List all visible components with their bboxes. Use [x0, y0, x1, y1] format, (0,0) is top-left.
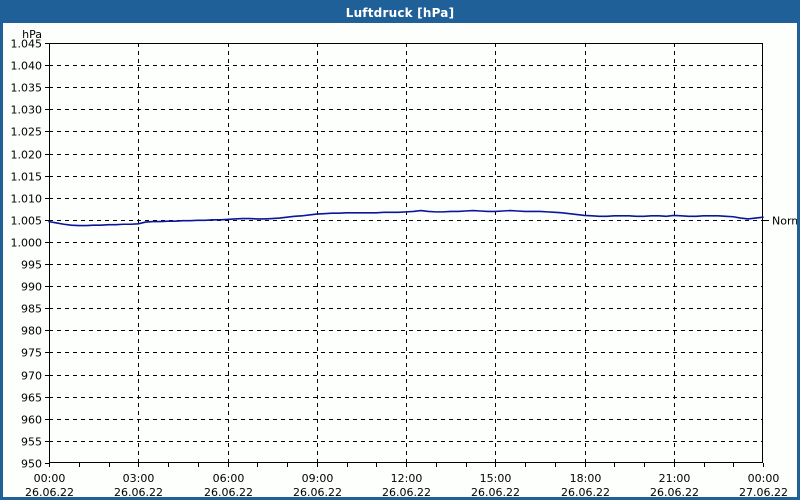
pressure-line-chart: 1.045 1.040 1.035 1.030 1.025 1.020 1.015 1.010… [11, 28, 798, 497]
y-axis-tick-label: 1.040 [11, 60, 43, 73]
y-axis-tick-label: 1.000 [11, 237, 43, 250]
x-axis-date-label: 26.06.22 [293, 486, 342, 497]
x-axis-date-label: 26.06.22 [650, 486, 699, 497]
x-axis-time-label: 15:00 [480, 472, 512, 485]
y-axis-tick-label: 1.020 [11, 149, 43, 162]
y-axis-tick-label: 1.035 [11, 82, 43, 95]
x-axis-time-label: 00:00 [34, 472, 66, 485]
x-axis-date-label: 27.06.22 [739, 486, 788, 497]
page-title: Luftdruck [hPa] [345, 6, 455, 20]
x-axis-time-label: 09:00 [302, 472, 334, 485]
y-axis-tick-label: 990 [21, 281, 42, 294]
y-axis-tick-label: 980 [21, 325, 42, 338]
y-axis-tick-label: 1.010 [11, 193, 43, 206]
y-axis-tick-label: 960 [21, 414, 42, 427]
x-axis-time-label: 18:00 [570, 472, 602, 485]
x-axis-time-label: 03:00 [123, 472, 155, 485]
plot-frame [49, 43, 763, 463]
y-axis-tick-label: 975 [21, 347, 42, 360]
y-axis-tick-label: 1.015 [11, 171, 43, 184]
y-axis-tick-label: 955 [21, 436, 42, 449]
x-gridlines [138, 43, 675, 463]
x-axis-time-label: 12:00 [391, 472, 423, 485]
y-axis-tick-label: 970 [21, 370, 42, 383]
x-axis-date-label: 26.06.22 [382, 486, 431, 497]
x-axis-date-label: 26.06.22 [204, 486, 253, 497]
legend-normal: Normal [763, 215, 797, 228]
y-gridlines [49, 43, 763, 442]
y-axis-tick-label: 950 [21, 458, 42, 471]
y-axis-tick-label: 1.030 [11, 104, 43, 117]
legend-normal-label: Normal [772, 215, 797, 228]
y-axis-tick-label: 965 [21, 392, 42, 405]
y-axis-ticks [45, 43, 49, 464]
x-axis-ticks [49, 463, 764, 467]
y-axis-tick-label: 1.045 [11, 38, 43, 51]
x-axis-date-label: 26.06.22 [471, 486, 520, 497]
x-axis-date-label: 26.06.22 [114, 486, 163, 497]
x-axis-time-label: 06:00 [213, 472, 245, 485]
y-axis-tick-label: 995 [21, 259, 42, 272]
y-axis-tick-label: 1.025 [11, 126, 43, 139]
chart-canvas: 1.045 1.040 1.035 1.030 1.025 1.020 1.015 1.010… [3, 23, 797, 497]
x-axis-tick-labels: 00:0026.06.2203:0026.06.2206:0026.06.220… [25, 472, 788, 497]
y-axis-tick-label: 985 [21, 303, 42, 316]
x-axis-date-label: 26.06.22 [561, 486, 610, 497]
x-axis-time-label: 00:00 [748, 472, 780, 485]
y-axis-unit-label: hPa [22, 28, 42, 41]
x-axis-time-label: 21:00 [659, 472, 691, 485]
window-title-bar: Luftdruck [hPa] [3, 3, 797, 23]
y-axis-tick-labels: 1.045 1.040 1.035 1.030 1.025 1.020 1.015 1.010… [11, 38, 43, 471]
x-axis-date-label: 26.06.22 [25, 486, 74, 497]
pressure-series-line [48, 209, 764, 227]
y-axis-tick-label: 1.005 [11, 215, 43, 228]
